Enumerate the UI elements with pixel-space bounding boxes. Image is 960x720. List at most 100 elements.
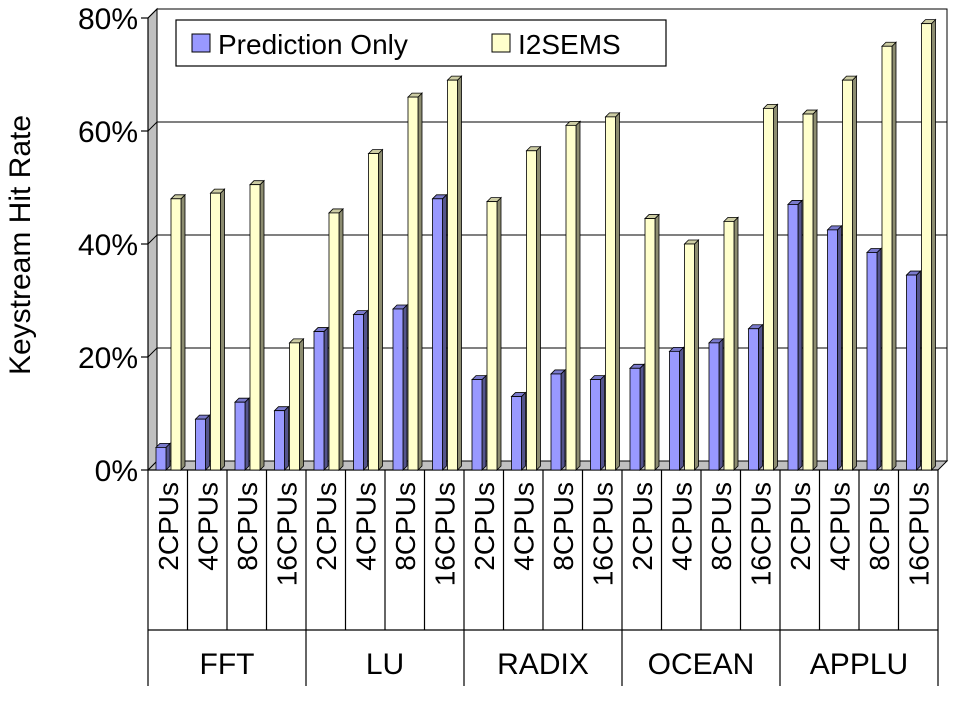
y-tick-label: 80% — [78, 3, 138, 36]
bar-front — [195, 418, 206, 471]
bar-front — [210, 192, 221, 471]
bar-side — [852, 75, 857, 471]
bar-side — [733, 216, 739, 471]
bar-prediction-only — [510, 391, 527, 471]
x-tick-label: 4CPUs — [350, 482, 381, 571]
group-label: OCEAN — [648, 648, 755, 681]
bar-i2sems — [328, 207, 344, 471]
bar-i2sems — [565, 120, 581, 471]
y-axis-title: Keystream Hit Rate — [4, 115, 37, 375]
bar-prediction-only — [866, 247, 882, 471]
x-tick-label: 2CPUs — [311, 482, 342, 571]
legend: Prediction Only I2SEMS — [175, 19, 667, 67]
bar-front — [906, 274, 917, 471]
bar-front — [802, 113, 814, 471]
bar-front — [827, 229, 838, 471]
bar-prediction-only — [352, 309, 369, 471]
bar-side — [496, 196, 502, 471]
bar-side — [244, 397, 250, 471]
bar-prediction-only — [629, 363, 645, 471]
bar-side — [284, 405, 289, 471]
x-tick-label: 8CPUs — [232, 482, 263, 571]
bar-prediction-only — [273, 405, 290, 471]
bar-side — [536, 145, 541, 471]
bar-i2sems — [841, 75, 858, 471]
group-label: LU — [366, 648, 404, 681]
bar-side — [654, 213, 660, 471]
bar-side — [560, 368, 566, 471]
bar-i2sems — [525, 145, 542, 471]
x-tick-label: 4CPUs — [824, 482, 855, 571]
bar-side — [481, 374, 487, 471]
bar-front — [289, 342, 300, 471]
bar-side — [442, 193, 447, 471]
x-tick-label: 8CPUs — [548, 482, 579, 571]
bar-i2sems — [604, 111, 621, 471]
bar-side — [639, 363, 645, 471]
x-tick-label: 2CPUs — [627, 482, 658, 571]
bar-side — [600, 374, 605, 471]
bar-side — [812, 109, 818, 471]
x-tick-label: 16CPUs — [429, 482, 460, 586]
bar-prediction-only — [155, 442, 171, 471]
bar-front — [155, 446, 167, 471]
bar-side — [220, 188, 225, 471]
bar-side — [259, 179, 265, 471]
x-tick-label: 2CPUs — [785, 482, 816, 571]
bar-side — [338, 207, 344, 471]
bar-prediction-only — [313, 326, 329, 471]
bar-front — [432, 198, 443, 471]
bar-side — [205, 414, 210, 471]
bar-side — [180, 193, 186, 471]
bar-front — [669, 350, 680, 471]
bar-side — [165, 442, 171, 471]
bar-prediction-only — [471, 374, 487, 471]
bar-front — [471, 379, 483, 471]
bar-front — [748, 328, 759, 471]
x-tick-label: 4CPUs — [192, 482, 223, 571]
bar-front — [353, 314, 364, 471]
bar-prediction-only — [392, 304, 408, 471]
bar-side — [323, 326, 329, 471]
bar-front — [565, 124, 577, 471]
bar-prediction-only — [787, 199, 803, 471]
bar-side — [521, 391, 526, 471]
bar-side — [797, 199, 803, 471]
bar-i2sems — [209, 188, 226, 471]
bar-front — [447, 79, 458, 471]
x-tick-label: 16CPUs — [903, 482, 934, 586]
bar-prediction-only — [431, 193, 448, 471]
legend-box — [175, 19, 667, 67]
bar-front — [866, 252, 878, 471]
y-tick-label: 40% — [78, 229, 138, 262]
bar-side — [916, 270, 921, 471]
x-tick-label: 16CPUs — [745, 482, 776, 586]
bar-front — [313, 331, 325, 471]
bar-front — [274, 410, 285, 471]
bar-i2sems — [723, 216, 739, 471]
bar-front — [787, 204, 799, 471]
bar-side — [931, 18, 936, 471]
legend-label-i2sems: I2SEMS — [518, 29, 621, 60]
x-tick-label: 8CPUs — [390, 482, 421, 571]
bar-side — [773, 103, 778, 471]
bar-side — [758, 323, 763, 471]
bar-i2sems — [249, 179, 265, 471]
group-label: APPLU — [810, 648, 908, 681]
bar-i2sems — [683, 239, 700, 471]
bar-prediction-only — [589, 374, 606, 471]
bar-i2sems — [802, 109, 818, 471]
bar-front — [605, 116, 616, 471]
bar-side — [615, 111, 620, 471]
bar-i2sems — [486, 196, 502, 471]
bar-front — [407, 96, 419, 471]
x-tick-label: 16CPUs — [587, 482, 618, 586]
x-tick-label: 4CPUs — [508, 482, 539, 571]
bar-i2sems — [367, 148, 384, 471]
legend-swatch-i2sems — [491, 33, 511, 53]
bar-side — [679, 346, 684, 471]
bar-front — [842, 79, 853, 471]
x-axis-labels: 2CPUs 4CPUs 8CPUs 16CPUs 2CPUs 4CPUs 8CPUs 16CP… — [147, 470, 939, 686]
bar-front — [723, 220, 735, 471]
